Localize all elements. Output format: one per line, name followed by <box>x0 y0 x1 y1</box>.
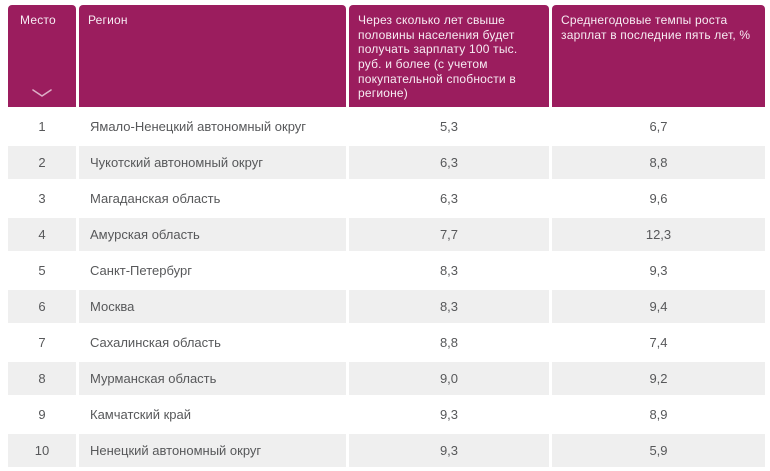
table-row: 7 Сахалинская область 8,8 7,4 <box>8 325 765 359</box>
growth-cell: 8,8 <box>552 145 765 179</box>
column-header-growth: Среднегодовые темпы роста зарплат в посл… <box>552 5 765 107</box>
region-cell: Чукотский автономный округ <box>79 145 346 179</box>
years-cell: 9,3 <box>349 433 549 467</box>
years-cell: 6,3 <box>349 181 549 215</box>
region-cell: Ненецкий автономный округ <box>79 433 346 467</box>
rank-cell: 8 <box>8 361 76 395</box>
years-cell: 7,7 <box>349 217 549 251</box>
rank-cell: 3 <box>8 181 76 215</box>
region-cell: Ямало-Ненецкий автономный округ <box>79 109 346 143</box>
table-row: 2 Чукотский автономный округ 6,3 8,8 <box>8 145 765 179</box>
table-row: 5 Санкт-Петербург 8,3 9,3 <box>8 253 765 287</box>
rank-cell: 6 <box>8 289 76 323</box>
growth-cell: 6,7 <box>552 109 765 143</box>
region-cell: Санкт-Петербург <box>79 253 346 287</box>
rank-cell: 1 <box>8 109 76 143</box>
rank-cell: 7 <box>8 325 76 359</box>
table-row: 8 Мурманская область 9,0 9,2 <box>8 361 765 395</box>
table-body: 1 Ямало-Ненецкий автономный округ 5,3 6,… <box>8 109 765 467</box>
region-cell: Сахалинская область <box>79 325 346 359</box>
growth-cell: 9,6 <box>552 181 765 215</box>
years-cell: 8,3 <box>349 289 549 323</box>
region-cell: Москва <box>79 289 346 323</box>
table-row: 9 Камчатский край 9,3 8,9 <box>8 397 765 431</box>
column-header-region-label: Регион <box>88 13 128 27</box>
column-header-growth-label: Среднегодовые темпы роста зарплат в посл… <box>561 13 751 42</box>
growth-cell: 5,9 <box>552 433 765 467</box>
growth-cell: 9,4 <box>552 289 765 323</box>
region-cell: Магаданская область <box>79 181 346 215</box>
column-header-region: Регион <box>79 5 346 107</box>
growth-cell: 9,3 <box>552 253 765 287</box>
years-cell: 5,3 <box>349 109 549 143</box>
column-header-years-label: Через сколько лет свыше половины населен… <box>358 13 518 101</box>
years-cell: 8,8 <box>349 325 549 359</box>
years-cell: 9,3 <box>349 397 549 431</box>
table-row: 3 Магаданская область 6,3 9,6 <box>8 181 765 215</box>
rank-cell: 10 <box>8 433 76 467</box>
column-header-rank-label: Место <box>20 13 56 27</box>
rank-cell: 2 <box>8 145 76 179</box>
growth-cell: 12,3 <box>552 217 765 251</box>
table-row: 1 Ямало-Ненецкий автономный округ 5,3 6,… <box>8 109 765 143</box>
chevron-down-icon[interactable] <box>30 88 54 98</box>
rank-cell: 4 <box>8 217 76 251</box>
region-cell: Камчатский край <box>79 397 346 431</box>
rank-cell: 9 <box>8 397 76 431</box>
table-row: 6 Москва 8,3 9,4 <box>8 289 765 323</box>
column-header-years: Через сколько лет свыше половины населен… <box>349 5 549 107</box>
ranking-table: Место Регион Через сколько лет свыше пол… <box>5 2 768 470</box>
region-cell: Амурская область <box>79 217 346 251</box>
region-cell: Мурманская область <box>79 361 346 395</box>
table-row: 4 Амурская область 7,7 12,3 <box>8 217 765 251</box>
growth-cell: 9,2 <box>552 361 765 395</box>
growth-cell: 8,9 <box>552 397 765 431</box>
years-cell: 8,3 <box>349 253 549 287</box>
years-cell: 9,0 <box>349 361 549 395</box>
growth-cell: 7,4 <box>552 325 765 359</box>
table-header: Место Регион Через сколько лет свыше пол… <box>8 5 765 107</box>
table-row: 10 Ненецкий автономный округ 9,3 5,9 <box>8 433 765 467</box>
years-cell: 6,3 <box>349 145 549 179</box>
rank-cell: 5 <box>8 253 76 287</box>
column-header-rank[interactable]: Место <box>8 5 76 107</box>
